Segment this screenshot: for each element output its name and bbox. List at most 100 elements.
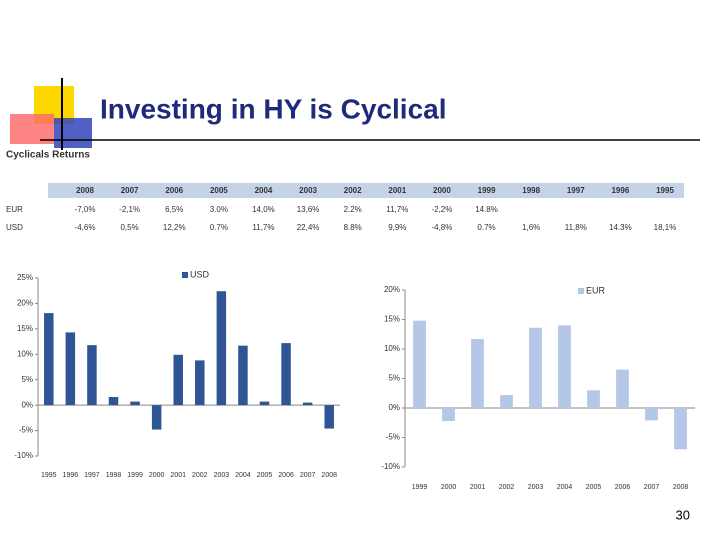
x-tick-label: 1997 (84, 472, 100, 479)
x-tick-label: 2004 (557, 484, 573, 491)
table-cell: 9,9% (388, 223, 406, 232)
y-tick-label: -5% (19, 426, 33, 435)
table-cell: 14,0% (252, 205, 275, 214)
x-tick-label: 2003 (214, 472, 230, 479)
x-tick-label: 1998 (106, 472, 122, 479)
table-header-cell: 1995 (656, 186, 674, 195)
table-cell: -2,2% (431, 205, 452, 214)
subtitle: Cyclicals Returns (6, 150, 90, 161)
table-header-cell: 1998 (522, 186, 540, 195)
x-tick-label: 2003 (528, 484, 544, 491)
page-number: 30 (676, 507, 690, 522)
y-tick-label: 0% (21, 400, 33, 409)
x-tick-label: 2000 (149, 472, 165, 479)
bar (108, 397, 119, 406)
x-tick-label: 2004 (235, 472, 251, 479)
x-tick-label: 2002 (499, 484, 515, 491)
table-cell: 11,7% (252, 223, 274, 232)
bar (645, 408, 658, 421)
table-cell: 11,7% (386, 205, 408, 214)
x-tick-label: 1995 (41, 472, 57, 479)
table-cell: 2.2% (344, 205, 362, 214)
y-tick-label: 10% (384, 344, 400, 353)
x-tick-label: 2007 (644, 484, 660, 491)
table-cell: 6,5% (165, 205, 183, 214)
y-tick-label: 5% (21, 375, 33, 384)
logo-red (10, 114, 54, 144)
y-tick-label: 20% (17, 299, 33, 308)
table-cell: -2,1% (119, 205, 140, 214)
bar (442, 408, 455, 421)
x-tick-label: 2000 (441, 484, 457, 491)
bar (44, 313, 54, 406)
table-cell: -7,0% (75, 205, 96, 214)
x-tick-label: 2006 (278, 472, 294, 479)
bar (238, 345, 248, 406)
bar (173, 354, 183, 406)
y-tick-label: 0% (388, 403, 400, 412)
bar (587, 390, 600, 408)
x-tick-label: 2007 (300, 472, 316, 479)
bar (471, 338, 484, 408)
slide-title: Investing in HY is Cyclical (100, 93, 447, 124)
bar (500, 395, 513, 408)
table-cell: 0.7% (477, 223, 495, 232)
table-cell: 1,6% (522, 223, 540, 232)
table-header-cell: 1997 (567, 186, 585, 195)
x-tick-label: 2008 (673, 484, 689, 491)
y-tick-label: 15% (384, 315, 400, 324)
table-cell: 18,1% (654, 223, 677, 232)
table-header-cell: 2006 (165, 186, 183, 195)
bar (529, 327, 542, 408)
table-cell: -4,6% (75, 223, 96, 232)
table-row-label: EUR (6, 205, 23, 214)
table-cell: -4,8% (431, 223, 452, 232)
x-tick-label: 1999 (412, 484, 428, 491)
legend-label: USD (190, 269, 210, 279)
x-tick-label: 2008 (321, 472, 337, 479)
bar (65, 332, 76, 406)
table-header-cell: 2007 (121, 186, 139, 195)
y-tick-label: -5% (386, 433, 400, 442)
y-tick-label: -10% (381, 462, 400, 471)
table-header-cell: 2002 (344, 186, 362, 195)
y-tick-label: 10% (17, 349, 33, 358)
table-header-bg (48, 183, 684, 198)
y-tick-label: 5% (388, 374, 400, 383)
table-row-label: USD (6, 223, 23, 232)
table-header-cell: 2004 (255, 186, 273, 195)
table-cell: 13,6% (297, 205, 320, 214)
bar (413, 320, 426, 408)
x-tick-label: 2005 (257, 472, 273, 479)
x-tick-label: 2002 (192, 472, 208, 479)
table-cell: 14.3% (609, 223, 632, 232)
y-tick-label: 25% (17, 273, 33, 282)
table-cell: 22,4% (297, 223, 320, 232)
table-header-cell: 2005 (210, 186, 228, 195)
table-cell: 12,2% (163, 223, 186, 232)
x-tick-label: 2006 (615, 484, 631, 491)
bar (302, 402, 313, 406)
bar (130, 401, 140, 406)
bar (87, 345, 97, 406)
legend-label: EUR (586, 285, 606, 295)
y-tick-label: 15% (17, 324, 33, 333)
bar (151, 405, 162, 430)
y-tick-label: 20% (384, 285, 400, 294)
table-header-cell: 2001 (388, 186, 406, 195)
bar (216, 291, 227, 406)
table-cell: 11,8% (565, 223, 587, 232)
table-header-cell: 2003 (299, 186, 317, 195)
table-cell: 0.7% (210, 223, 228, 232)
bar (281, 343, 291, 406)
legend-swatch (578, 288, 584, 294)
x-tick-label: 2005 (586, 484, 602, 491)
x-tick-label: 2001 (470, 484, 486, 491)
table-header-cell: 2008 (76, 186, 94, 195)
table-cell: 8.8% (344, 223, 362, 232)
table-cell: 14.8% (475, 205, 498, 214)
bar (259, 401, 270, 406)
table-header-cell: 2000 (433, 186, 451, 195)
